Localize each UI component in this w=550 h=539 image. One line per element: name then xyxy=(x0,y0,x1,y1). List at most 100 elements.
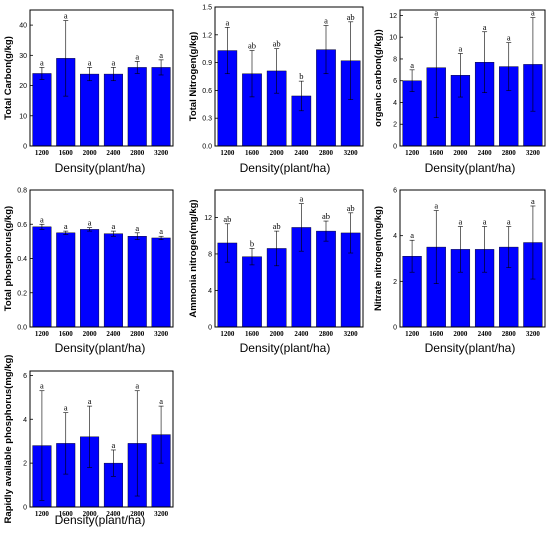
y-tick-label: 4 xyxy=(208,288,212,295)
significance-label: a xyxy=(64,403,68,413)
x-axis-label: Density(plant/ha) xyxy=(55,161,146,175)
plot-frame xyxy=(399,9,546,147)
x-tick-label: 3200 xyxy=(154,330,169,338)
y-tick-label: 0.2 xyxy=(17,290,27,297)
y-tick-label: 0.0 xyxy=(202,144,212,151)
y-tick-label: 0 xyxy=(393,144,397,151)
chart-panel-6: a 1200 a 1600 a 2000 a 2400 a 2800 a 3200 0 2 4 6 Nitrat… xyxy=(373,188,546,355)
x-tick-label: 1600 xyxy=(429,330,444,338)
plot-frame xyxy=(214,189,364,328)
significance-label: a xyxy=(410,230,414,240)
bar-1600 xyxy=(56,232,76,328)
significance-label: a xyxy=(531,8,535,18)
significance-label: a xyxy=(112,57,116,67)
x-tick-label: 1200 xyxy=(35,149,50,157)
significance-label: a xyxy=(434,201,438,211)
y-tick-label: 30 xyxy=(19,53,27,60)
x-tick-label: 1600 xyxy=(59,330,74,338)
x-tick-label: 2400 xyxy=(106,149,121,157)
significance-label: a xyxy=(410,60,414,70)
significance-label: a xyxy=(531,196,535,206)
y-axis-label: organic carbon(g/kg)) xyxy=(373,29,384,127)
significance-label: ab xyxy=(223,214,231,224)
plot-frame xyxy=(399,189,546,328)
x-tick-label: 2000 xyxy=(83,330,98,338)
x-tick-label: 3200 xyxy=(526,149,541,157)
bar-2000 xyxy=(80,229,100,328)
y-tick-label: 0.4 xyxy=(17,256,27,263)
y-tick-label: 2 xyxy=(393,279,397,286)
y-tick-label: 8 xyxy=(208,251,212,258)
significance-label: a xyxy=(299,194,303,204)
x-tick-label: 3200 xyxy=(154,510,169,518)
y-tick-label: 6 xyxy=(393,188,397,195)
x-tick-label: 3200 xyxy=(154,149,169,157)
x-tick-label: 2000 xyxy=(83,149,98,157)
significance-label: a xyxy=(88,218,92,228)
y-tick-label: 0 xyxy=(23,144,27,151)
y-tick-label: 6 xyxy=(393,78,397,85)
plot-frame xyxy=(214,6,364,147)
significance-label: a xyxy=(459,217,463,227)
significance-label: a xyxy=(135,381,139,391)
x-axis-label: Density(plant/ha) xyxy=(425,341,516,355)
y-axis-label: Ammonia nitrogen(mg/kg) xyxy=(188,199,199,317)
bar-2800 xyxy=(316,230,336,328)
y-tick-label: 4 xyxy=(393,233,397,240)
y-tick-label: 0.8 xyxy=(17,188,27,195)
chart-panel-3: a 1200 a 1600 a 2000 a 2400 a 2800 a 3200 0 2 4 6 8 10 12 o… xyxy=(373,8,546,175)
chart-panel-1: a 1200 a 1600 a 2000 a 2400 a 2800 a 3200 0 10 20 30 40 T… xyxy=(3,9,174,175)
x-tick-label: 2800 xyxy=(319,330,334,338)
bar-2400 xyxy=(103,73,123,147)
y-tick-label: 2 xyxy=(23,461,27,468)
y-axis-label: Rapidly available phosphorus(mg/kg) xyxy=(3,355,14,524)
significance-label: a xyxy=(40,57,44,67)
x-tick-label: 3200 xyxy=(526,330,541,338)
significance-label: a xyxy=(135,51,139,61)
significance-label: a xyxy=(88,396,92,406)
x-tick-label: 2400 xyxy=(106,510,121,518)
x-tick-label: 1200 xyxy=(35,510,50,518)
x-tick-label: 2400 xyxy=(294,149,309,157)
chart-panel-4: a 1200 a 1600 a 2000 a 2400 a 2800 a 3200 0.0 0.2 0.4 0… xyxy=(3,188,174,355)
x-tick-label: 2800 xyxy=(130,330,145,338)
x-tick-label: 2400 xyxy=(106,330,121,338)
x-tick-label: 2000 xyxy=(270,330,285,338)
bar-2000 xyxy=(80,73,100,147)
y-tick-label: 0.3 xyxy=(202,116,212,123)
x-tick-label: 2400 xyxy=(478,149,493,157)
y-tick-label: 10 xyxy=(389,35,397,42)
significance-label: a xyxy=(64,11,68,21)
x-axis-label: Density(plant/ha) xyxy=(240,341,331,355)
significance-label: a xyxy=(40,214,44,224)
y-tick-label: 2 xyxy=(393,122,397,129)
y-tick-label: 4 xyxy=(393,100,397,107)
bar-1600 xyxy=(242,256,262,328)
chart-panel-2: a 1200 ab 1600 ab 2000 b 2400 a 2800 ab 3200 0.0 0.3 0… xyxy=(188,5,364,175)
y-tick-label: 0.6 xyxy=(17,222,27,229)
plot-frame xyxy=(29,189,174,328)
x-tick-label: 1600 xyxy=(59,149,74,157)
plot-frame xyxy=(29,370,174,508)
x-tick-label: 2000 xyxy=(453,330,468,338)
x-tick-label: 2000 xyxy=(453,149,468,157)
significance-label: ab xyxy=(273,39,281,49)
significance-label: a xyxy=(434,8,438,18)
x-tick-label: 3200 xyxy=(344,330,359,338)
chart-panel-5: ab 1200 b 1600 ab 2000 a 2400 ab 2800 ab 3200 0 4 8 12 A… xyxy=(188,189,364,355)
y-tick-label: 0 xyxy=(208,325,212,332)
x-tick-label: 3200 xyxy=(344,149,359,157)
y-axis-label: Total Carbon(g/kg) xyxy=(3,36,14,120)
y-tick-label: 12 xyxy=(204,215,212,222)
y-tick-label: 1.2 xyxy=(202,32,212,39)
x-axis-label: Density(plant/ha) xyxy=(55,513,146,527)
significance-label: a xyxy=(112,221,116,231)
x-tick-label: 1600 xyxy=(59,510,74,518)
x-tick-label: 1600 xyxy=(245,149,260,157)
x-tick-label: 2800 xyxy=(130,510,145,518)
x-axis-label: Density(plant/ha) xyxy=(425,161,516,175)
bar-2800 xyxy=(127,236,147,328)
significance-label: ab xyxy=(347,203,355,213)
x-tick-label: 2400 xyxy=(478,330,493,338)
